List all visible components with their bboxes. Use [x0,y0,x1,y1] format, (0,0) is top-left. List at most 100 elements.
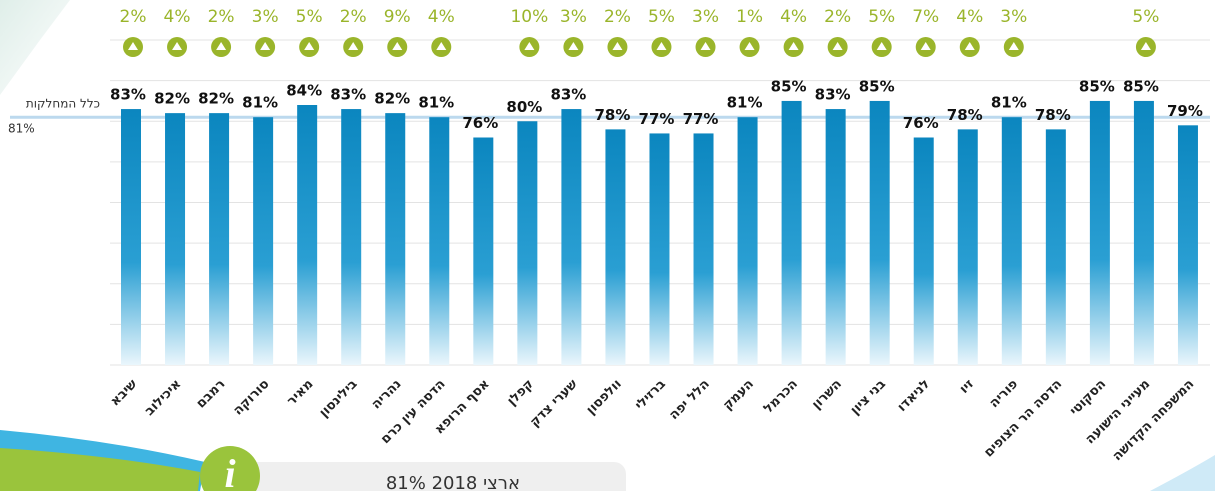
x-tick-label: מאיר [284,377,316,409]
change-label: 2% [340,7,367,27]
bar [429,117,450,365]
change-label: 5% [648,7,675,27]
x-tick-label: רמבם [194,377,229,412]
arrow-glyph [612,42,623,50]
change-label: 5% [296,7,323,27]
bar [1001,117,1022,365]
value-label: 85% [771,77,807,95]
arrow-glyph [392,42,403,50]
footnote-box [230,462,626,491]
x-tick-label: זיו [957,377,977,397]
value-label: 85% [1079,77,1115,95]
bar [1045,129,1066,365]
bar [297,105,318,365]
value-label: 82% [198,90,234,108]
change-label: 5% [1132,7,1159,27]
change-label: 2% [604,7,631,27]
x-tick-label: הלל יפה [667,377,713,423]
bar [121,109,141,365]
value-label: 83% [330,86,366,104]
arrow-glyph [260,42,271,50]
bar [209,113,230,365]
change-label: 7% [912,7,939,27]
info-icon [200,446,260,491]
x-tick-label: המשפחה הקדושה [1110,377,1197,464]
value-label: 83% [815,86,851,104]
footnote: ארצי 2018 81% [386,473,520,491]
change-label: 4% [780,7,807,27]
bar [957,129,978,365]
value-label: 81% [418,94,454,112]
value-label: 78% [947,106,983,124]
x-tick-label: השרון [809,377,845,413]
change-label: 3% [252,7,279,27]
bar [165,113,186,365]
bar [693,133,714,365]
value-label: 76% [903,114,939,132]
value-label: 85% [1123,77,1159,95]
x-tick-label: קפלן [505,377,537,409]
x-tick-label: בילינסון [317,377,361,421]
decor [1150,455,1215,491]
change-label: 4% [956,7,983,27]
arrow-glyph [832,42,843,50]
change-label: 5% [868,7,895,27]
arrow-glyph [964,42,975,50]
bar [253,117,274,365]
bar [1089,100,1110,365]
info-glyph: i [224,451,235,491]
bar [341,109,362,365]
change-label: 2% [120,7,147,27]
arrow-glyph [744,42,755,50]
arrow-glyph [876,42,887,50]
bar [781,100,802,365]
bar [913,137,934,365]
arrow-glyph [524,42,535,50]
change-label: 1% [736,7,763,27]
change-label: 3% [560,7,587,27]
plot: כלל המחלקות 81% 83% שיבא 2% 82% איכילוב 4% 82% רמ… [8,7,1210,464]
value-label: 77% [683,110,719,128]
value-label: 83% [110,86,146,104]
change-label: 3% [1000,7,1027,27]
change-label: 3% [692,7,719,27]
bar [1177,125,1198,365]
arrow-glyph [216,42,227,50]
decor [0,0,70,95]
x-tick-label: סורוקה [231,377,273,419]
x-tick-label: פוריה [987,377,1021,411]
bar [1133,100,1154,365]
x-tick-label: איכילוב [142,377,184,419]
value-label: 81% [242,94,278,112]
value-label: 78% [594,106,630,124]
bar [649,133,670,365]
reference-value: 81% [8,122,35,136]
change-label: 4% [428,7,455,27]
arrow-glyph [348,42,359,50]
value-label: 82% [374,90,410,108]
value-label: 85% [859,77,895,95]
change-label: 10% [510,7,548,27]
arrow-glyph [700,42,711,50]
arrow-glyph [172,42,183,50]
decor [0,448,200,491]
arrow-glyph [1140,42,1151,50]
change-label: 2% [208,7,235,27]
arrow-glyph [1008,42,1019,50]
value-label: 82% [154,90,190,108]
bar [825,109,846,365]
x-tick-label: הדסה הר הצופים [981,377,1065,461]
arrow-glyph [304,42,315,50]
arrow-glyph [128,42,138,50]
value-label: 81% [727,94,763,112]
x-tick-label: הסקוטי [1067,377,1109,419]
x-tick-label: בני ציון [848,377,889,418]
arrow-glyph [436,42,447,50]
x-tick-label: העמק [720,377,756,413]
arrow-glyph [568,42,579,50]
value-label: 79% [1167,102,1203,120]
x-tick-label: נהריה [369,377,405,413]
bar [517,121,538,365]
